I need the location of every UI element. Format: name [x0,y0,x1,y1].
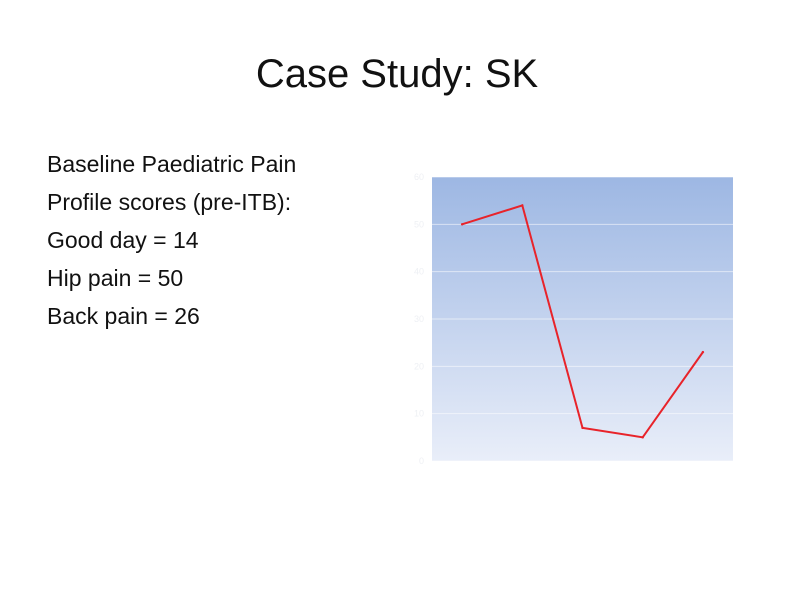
data-point [460,223,464,226]
y-tick-label: 20 [414,361,424,371]
bullet-line: Back pain = 26 [47,303,200,329]
y-tick-label: 60 [414,172,424,182]
data-point [701,350,705,354]
series-layer [460,204,705,439]
grid-lines [432,176,733,462]
bullet-line: Profile scores (pre-ITB): [47,189,292,215]
data-point [581,426,584,430]
y-axis-ticks: 0 10 20 30 40 50 60 [414,172,424,466]
bullet-list: Baseline Paediatric Pain Profile scores … [47,145,367,335]
data-point [641,436,644,439]
bullet-line: Hip pain = 50 [47,265,184,291]
chart-svg: 0 10 20 30 40 50 60 [414,172,733,466]
y-tick-label: 0 [419,456,424,466]
pain-chart: 0 10 20 30 40 50 60 [355,130,755,530]
slide-title: Case Study: SK [255,52,539,96]
bullet-line: Baseline Paediatric Pain [47,151,297,177]
data-point [521,204,524,207]
y-tick-label: 40 [414,267,424,277]
y-tick-label: 10 [414,409,424,419]
bullet-line: Good day = 14 [47,227,199,253]
y-tick-label: 30 [414,314,424,324]
y-tick-label: 50 [414,219,424,229]
